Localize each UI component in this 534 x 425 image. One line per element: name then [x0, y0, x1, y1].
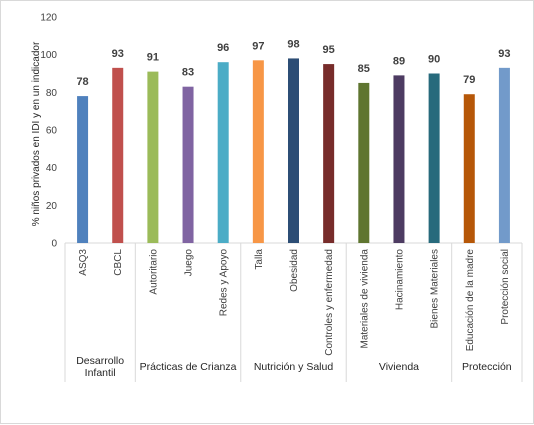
- category-label: ASQ3: [78, 249, 89, 276]
- bar: [217, 62, 229, 244]
- y-tick-label: 20: [46, 201, 58, 212]
- data-label: 85: [358, 63, 370, 75]
- category-label: Redes y Apoyo: [219, 249, 230, 317]
- y-tick-label: 0: [51, 239, 57, 250]
- bar: [358, 82, 370, 244]
- y-tick-label: 80: [46, 88, 58, 99]
- data-label: 93: [498, 48, 510, 60]
- data-label: 97: [252, 40, 264, 52]
- bar: [288, 58, 299, 243]
- group-label: Protección: [462, 361, 512, 373]
- y-axis-label: % niños privados en IDI y en un indicado…: [31, 41, 42, 226]
- bar: [428, 73, 440, 243]
- category-label: Juego: [184, 249, 195, 277]
- category-label: Autoritario: [148, 249, 159, 295]
- category-label: Protección social: [500, 249, 511, 325]
- data-label: 90: [428, 54, 440, 66]
- group-label: Nutrición y Salud: [254, 361, 334, 373]
- y-tick-label: 100: [40, 50, 57, 61]
- bar: [252, 60, 264, 243]
- category-label: Controles y enfermedad: [324, 249, 335, 356]
- data-label: 95: [323, 44, 335, 56]
- data-label: 79: [463, 74, 475, 86]
- category-label: Educación de la madre: [465, 249, 476, 352]
- group-label: Desarrollo: [76, 355, 124, 367]
- bar: [182, 86, 194, 243]
- y-tick-label: 60: [46, 126, 58, 137]
- data-label: 98: [287, 38, 299, 50]
- data-label: 93: [112, 48, 124, 60]
- group-label: Prácticas de Crianza: [140, 361, 237, 373]
- bar: [393, 75, 405, 243]
- data-label: 91: [147, 52, 159, 64]
- bar: [112, 67, 124, 243]
- data-label: 89: [393, 55, 405, 67]
- bar: [323, 64, 335, 243]
- data-label: 78: [76, 76, 88, 88]
- group-label: Vivienda: [379, 361, 419, 373]
- group-label: Infantil: [85, 367, 116, 379]
- category-label: Talla: [254, 249, 265, 270]
- category-label: Obesidad: [289, 249, 300, 292]
- y-tick-label: 120: [40, 13, 57, 24]
- y-tick-label: 40: [46, 163, 58, 174]
- category-label: Materiales de vivienda: [359, 249, 370, 349]
- data-label: 96: [217, 42, 229, 54]
- bar: [77, 96, 89, 243]
- category-label: Hacinamiento: [394, 249, 405, 311]
- category-label: Bienes Materiales: [430, 249, 441, 328]
- category-label: CBCL: [113, 249, 124, 276]
- bar: [498, 67, 510, 243]
- data-label: 83: [182, 67, 194, 79]
- bar: [463, 94, 475, 243]
- bar: [147, 71, 159, 243]
